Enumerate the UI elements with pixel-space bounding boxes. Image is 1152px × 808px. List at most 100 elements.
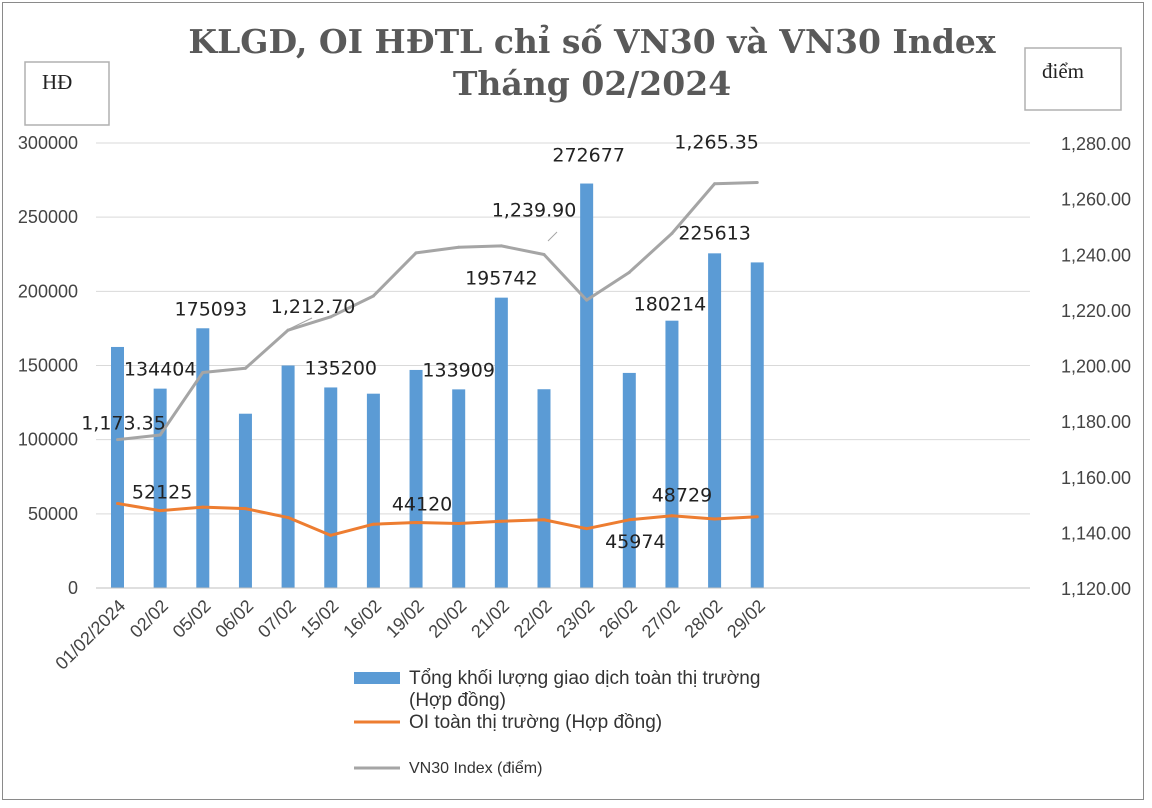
x-tick-label: 01/02/2024 [51, 596, 129, 674]
bar-data-label: 134404 [124, 359, 197, 381]
oi-point [499, 519, 503, 523]
vn30-index-point [627, 270, 631, 274]
x-tick-label: 21/02 [467, 596, 513, 642]
bar-data-label: 175093 [175, 298, 248, 320]
left-axis-unit: HĐ [42, 70, 72, 94]
y-left-tick-label: 150000 [18, 356, 78, 376]
oi-data-label: 44120 [392, 494, 452, 516]
vn30-index-point [243, 366, 247, 370]
bar [238, 413, 252, 588]
legend-label-vn30: VN30 Index (điểm) [409, 759, 542, 777]
bar-data-label: 135200 [304, 357, 377, 379]
oi-point [627, 518, 631, 522]
legend-label-bar: (Hợp đồng) [409, 690, 506, 711]
vn30-index-line [117, 180, 758, 442]
right-axis-unit: điểm [1042, 59, 1084, 83]
vn30-data-label: 1,212.70 [271, 296, 356, 318]
x-tick-label: 20/02 [425, 596, 471, 642]
vn30-index-point [371, 294, 375, 298]
bar [452, 389, 466, 588]
x-tick-label: 28/02 [680, 596, 726, 642]
y-right-tick-label: 1,160.00 [1061, 468, 1131, 488]
bar-data-label: 225613 [678, 222, 751, 244]
vn30-index-point [670, 231, 674, 235]
oi-point [457, 521, 461, 525]
legend-label-oi: OI toàn thị trường (Hợp đồng) [409, 712, 662, 733]
bar [537, 389, 551, 588]
x-tick-label: 23/02 [552, 596, 598, 642]
oi-data-label: 48729 [652, 485, 712, 507]
label-leader-line [547, 231, 558, 242]
vn30-index-point [755, 180, 759, 184]
vn30-index-point [542, 253, 546, 257]
legend: Tổng khối lượng giao dịch toàn thị trườn… [354, 668, 760, 777]
legend-swatch-bar [354, 672, 400, 684]
y-left-tick-label: 50000 [28, 504, 78, 524]
vn30-index-point [329, 315, 333, 319]
vn30-index-point [116, 438, 119, 442]
x-tick-label: 07/02 [254, 596, 300, 642]
x-tick-label: 26/02 [595, 596, 641, 642]
y-left-tick-label: 300000 [18, 133, 78, 153]
oi-point [286, 516, 290, 520]
vn30-index-point [457, 245, 461, 249]
x-tick-label: 02/02 [126, 596, 172, 642]
vn30-index-point [713, 182, 717, 186]
bar [750, 262, 764, 588]
y-left-tick-label: 250000 [18, 207, 78, 227]
oi-point [414, 521, 418, 525]
x-tick-label: 05/02 [169, 596, 215, 642]
vn30-index-point [158, 433, 162, 437]
oi-point [542, 518, 546, 522]
line-series [116, 180, 759, 537]
right-unit-box [1024, 47, 1122, 111]
y-right-tick-label: 1,120.00 [1061, 579, 1131, 599]
bar [111, 346, 124, 588]
bar [409, 369, 423, 588]
bar-data-label: 272677 [552, 145, 625, 167]
bar [366, 393, 380, 588]
x-tick-label: 06/02 [211, 596, 257, 642]
oi-point [243, 507, 247, 511]
y-right-tick-label: 1,180.00 [1061, 412, 1131, 432]
bar [665, 320, 679, 588]
oi-point [329, 533, 333, 537]
oi-line [117, 501, 758, 537]
y-right-tick-label: 1,200.00 [1061, 357, 1131, 377]
bar [708, 253, 722, 589]
y-right-tick-label: 1,260.00 [1061, 190, 1131, 210]
bar-data-label: 195742 [465, 268, 538, 290]
oi-point [201, 505, 205, 509]
y-left-tick-label: 200000 [18, 281, 78, 301]
bar [153, 388, 167, 588]
x-tick-label: 29/02 [723, 596, 769, 642]
chart-title-line-1: KLGD, OI HĐTL chỉ số VN30 và VN30 Index [188, 22, 996, 61]
vn30-data-label: 1,239.90 [492, 200, 577, 222]
chart-title-line-2: Tháng 02/2024 [453, 64, 731, 103]
bar-series [111, 183, 764, 589]
x-tick-label: 22/02 [510, 596, 556, 642]
y-right-tick-label: 1,240.00 [1061, 245, 1131, 265]
vn30-index-point [201, 370, 205, 374]
oi-point [371, 522, 375, 526]
chart-frame [2, 2, 1144, 800]
y-left-tick-label: 100000 [18, 430, 78, 450]
oi-point [755, 515, 759, 519]
y-right-tick-label: 1,280.00 [1061, 134, 1131, 154]
bar [622, 372, 636, 588]
vn30-data-label: 1,265.35 [674, 132, 759, 154]
oi-point [713, 517, 717, 521]
bar [196, 328, 210, 588]
bar [281, 365, 295, 588]
vn30-index-point [585, 298, 589, 302]
bar-data-label: 180214 [634, 294, 707, 316]
x-tick-label: 19/02 [382, 596, 428, 642]
y-right-tick-label: 1,220.00 [1061, 301, 1131, 321]
label-leader-line [286, 317, 313, 331]
y-right-tick-label: 1,140.00 [1061, 523, 1131, 543]
oi-point [116, 501, 119, 505]
vn30-index-point [499, 244, 503, 248]
y-left-tick-label: 0 [68, 578, 78, 598]
data-labels: 134404 175093 135200 133909 195742 272677 1802… [81, 132, 759, 553]
